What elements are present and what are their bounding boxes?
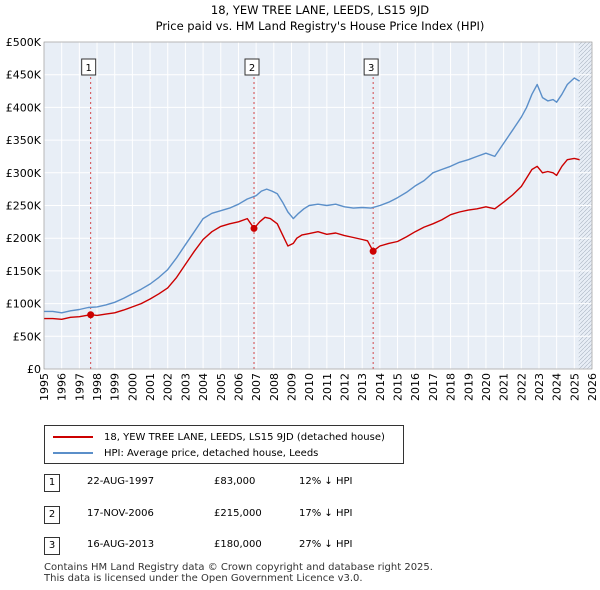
x-tick-label: 2014 bbox=[374, 373, 387, 401]
legend-swatch-property bbox=[53, 436, 93, 438]
transaction-price: £83,000 bbox=[214, 476, 256, 487]
transaction-row: 1 22-AUG-1997 £83,000 12% ↓ HPI bbox=[44, 474, 464, 492]
chart-title: 18, YEW TREE LANE, LEEDS, LS15 9JD bbox=[211, 3, 429, 17]
x-tick-label: 2002 bbox=[162, 373, 175, 401]
x-tick-label: 2023 bbox=[533, 373, 546, 401]
sale-point bbox=[369, 247, 377, 255]
x-tick-label: 2021 bbox=[498, 373, 511, 401]
series-line-hpi bbox=[44, 77, 580, 314]
transaction-date: 22-AUG-1997 bbox=[87, 476, 155, 487]
transaction-price: £215,000 bbox=[214, 508, 262, 519]
transaction-date: 17-NOV-2006 bbox=[87, 508, 154, 519]
x-tick-label: 2017 bbox=[427, 373, 440, 401]
x-tick-label: 2009 bbox=[285, 373, 298, 401]
x-tick-label: 2013 bbox=[356, 373, 369, 401]
transaction-row: 2 17-NOV-2006 £215,000 17% ↓ HPI bbox=[44, 506, 464, 524]
x-tick-label: 1997 bbox=[73, 373, 86, 401]
x-tick-label: 2007 bbox=[250, 373, 263, 401]
x-tick-label: 1998 bbox=[91, 373, 104, 401]
sale-point bbox=[87, 311, 95, 319]
x-tick-label: 2015 bbox=[392, 373, 405, 401]
transaction-number: 3 bbox=[44, 537, 60, 555]
transaction-hpi-diff: 17% ↓ HPI bbox=[299, 508, 353, 519]
sale-marker-box bbox=[81, 58, 97, 76]
legend-item-property: 18, YEW TREE LANE, LEEDS, LS15 9JD (deta… bbox=[53, 430, 385, 444]
x-tick-label: 2001 bbox=[144, 373, 157, 401]
transaction-number: 1 bbox=[44, 474, 60, 492]
sale-marker-label: 1 bbox=[85, 63, 91, 74]
y-tick-label: £450K bbox=[6, 69, 42, 82]
transaction-date: 16-AUG-2013 bbox=[87, 539, 155, 550]
x-tick-label: 2022 bbox=[515, 373, 528, 401]
x-axis: 1995 1996 1997 1998 1999 2000 2001 2002 2003 2004… bbox=[38, 373, 599, 401]
transaction-hpi-diff: 12% ↓ HPI bbox=[299, 476, 353, 487]
x-tick-label: 2026 bbox=[586, 373, 599, 401]
sale-marker-box bbox=[244, 58, 260, 76]
y-tick-label: £300K bbox=[6, 167, 42, 180]
x-tick-label: 2010 bbox=[303, 373, 316, 401]
transaction-hpi-diff: 27% ↓ HPI bbox=[299, 539, 353, 550]
y-tick-label: £350K bbox=[6, 134, 42, 147]
x-tick-label: 2018 bbox=[445, 373, 458, 401]
x-tick-label: 2019 bbox=[462, 373, 475, 401]
x-tick-label: 2008 bbox=[268, 373, 281, 401]
sale-marker-box bbox=[363, 58, 379, 76]
footer: Contains HM Land Registry data © Crown c… bbox=[44, 562, 433, 584]
series-line-property bbox=[44, 157, 580, 320]
x-tick-label: 2006 bbox=[232, 373, 245, 401]
chart-subtitle: Price paid vs. HM Land Registry's House … bbox=[156, 19, 485, 33]
footer-licence: This data is licensed under the Open Gov… bbox=[44, 573, 363, 584]
footer-copyright: Contains HM Land Registry data © Crown c… bbox=[44, 562, 433, 573]
x-tick-label: 2000 bbox=[126, 373, 139, 401]
x-tick-label: 2003 bbox=[179, 373, 192, 401]
legend-label-property: 18, YEW TREE LANE, LEEDS, LS15 9JD (deta… bbox=[104, 431, 385, 443]
sale-marker-label: 2 bbox=[249, 63, 255, 74]
transaction-number: 2 bbox=[44, 506, 60, 524]
x-tick-label: 2020 bbox=[480, 373, 493, 401]
x-tick-label: 2004 bbox=[197, 373, 210, 401]
x-tick-label: 2016 bbox=[409, 373, 422, 401]
x-tick-label: 2025 bbox=[568, 373, 581, 401]
y-tick-label: £400K bbox=[6, 101, 42, 114]
x-tick-label: 2024 bbox=[551, 373, 564, 401]
sale-point bbox=[250, 224, 258, 232]
x-tick-label: 1995 bbox=[38, 373, 51, 401]
legend-swatch-hpi bbox=[53, 452, 93, 454]
x-tick-label: 2011 bbox=[321, 373, 334, 401]
y-tick-label: £50K bbox=[13, 330, 42, 343]
x-tick-label: 2005 bbox=[215, 373, 228, 401]
x-tick-label: 2012 bbox=[339, 373, 352, 401]
plot-area: 1 2 3 bbox=[43, 41, 593, 370]
y-tick-label: £0 bbox=[27, 363, 41, 376]
x-tick-label: 1999 bbox=[109, 373, 122, 401]
y-axis: £0 £50K £100K £150K £200K £250K £300K £350K £400… bbox=[6, 36, 42, 376]
x-tick-label: 1996 bbox=[56, 373, 69, 401]
legend: 18, YEW TREE LANE, LEEDS, LS15 9JD (deta… bbox=[44, 425, 404, 464]
plot-border bbox=[43, 41, 593, 370]
y-tick-label: £100K bbox=[6, 298, 42, 311]
y-tick-label: £200K bbox=[6, 232, 42, 245]
y-tick-label: £500K bbox=[6, 36, 42, 49]
y-tick-label: £250K bbox=[6, 200, 42, 213]
sale-marker-label: 3 bbox=[368, 63, 374, 74]
transaction-price: £180,000 bbox=[214, 539, 262, 550]
transaction-row: 3 16-AUG-2013 £180,000 27% ↓ HPI bbox=[44, 537, 464, 555]
price-chart: 18, YEW TREE LANE, LEEDS, LS15 9JD Price… bbox=[6, 3, 599, 401]
legend-label-hpi: HPI: Average price, detached house, Leed… bbox=[104, 447, 319, 459]
legend-item-hpi: HPI: Average price, detached house, Leed… bbox=[53, 446, 318, 460]
y-tick-label: £150K bbox=[6, 265, 42, 278]
